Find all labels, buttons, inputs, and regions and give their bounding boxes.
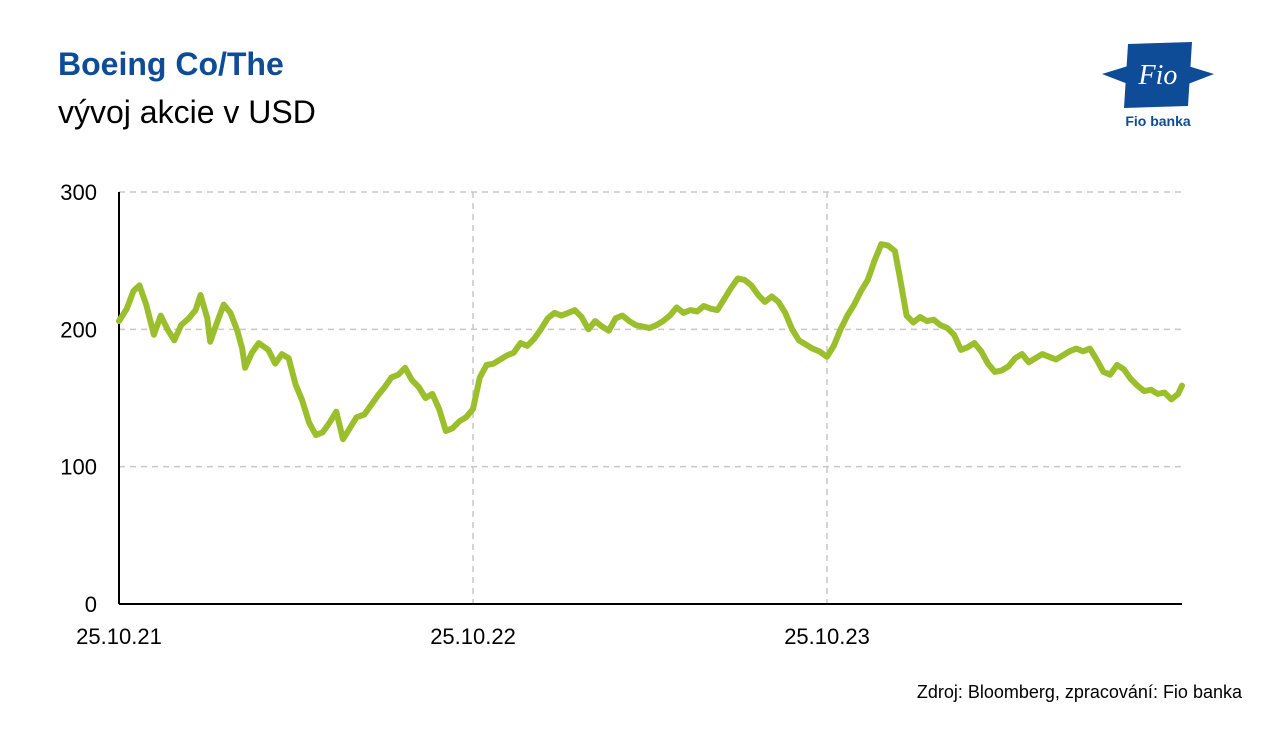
x-tick-label: 25.10.21 [76,624,162,649]
fio-logo-right-wing [1188,66,1214,84]
fio-logo-caption: Fio banka [1125,113,1191,129]
fio-banka-logo: Fio Fio banka [1102,42,1214,129]
chart-grid [119,191,1182,604]
fio-logo-text: Fio [1138,60,1178,91]
chart-title: Boeing Co/The [58,46,284,82]
x-tick-label: 25.10.23 [784,624,870,649]
y-axis-labels: 0 100 200 300 [60,180,97,617]
y-tick-label: 0 [85,592,97,617]
x-axis-labels: 25.10.21 25.10.22 25.10.23 [76,624,870,649]
chart-axes [118,192,1182,605]
y-tick-label: 200 [60,317,97,342]
fio-logo-square [1124,42,1192,108]
fio-logo-left-wing [1102,66,1128,84]
chart-subtitle: vývoj akcie v USD [58,94,316,130]
y-tick-label: 300 [60,180,97,205]
series-line [116,241,1185,443]
source-note: Zdroj: Bloomberg, zpracování: Fio banka [916,682,1242,702]
y-tick-label: 100 [60,455,97,480]
x-tick-label: 25.10.22 [430,624,516,649]
